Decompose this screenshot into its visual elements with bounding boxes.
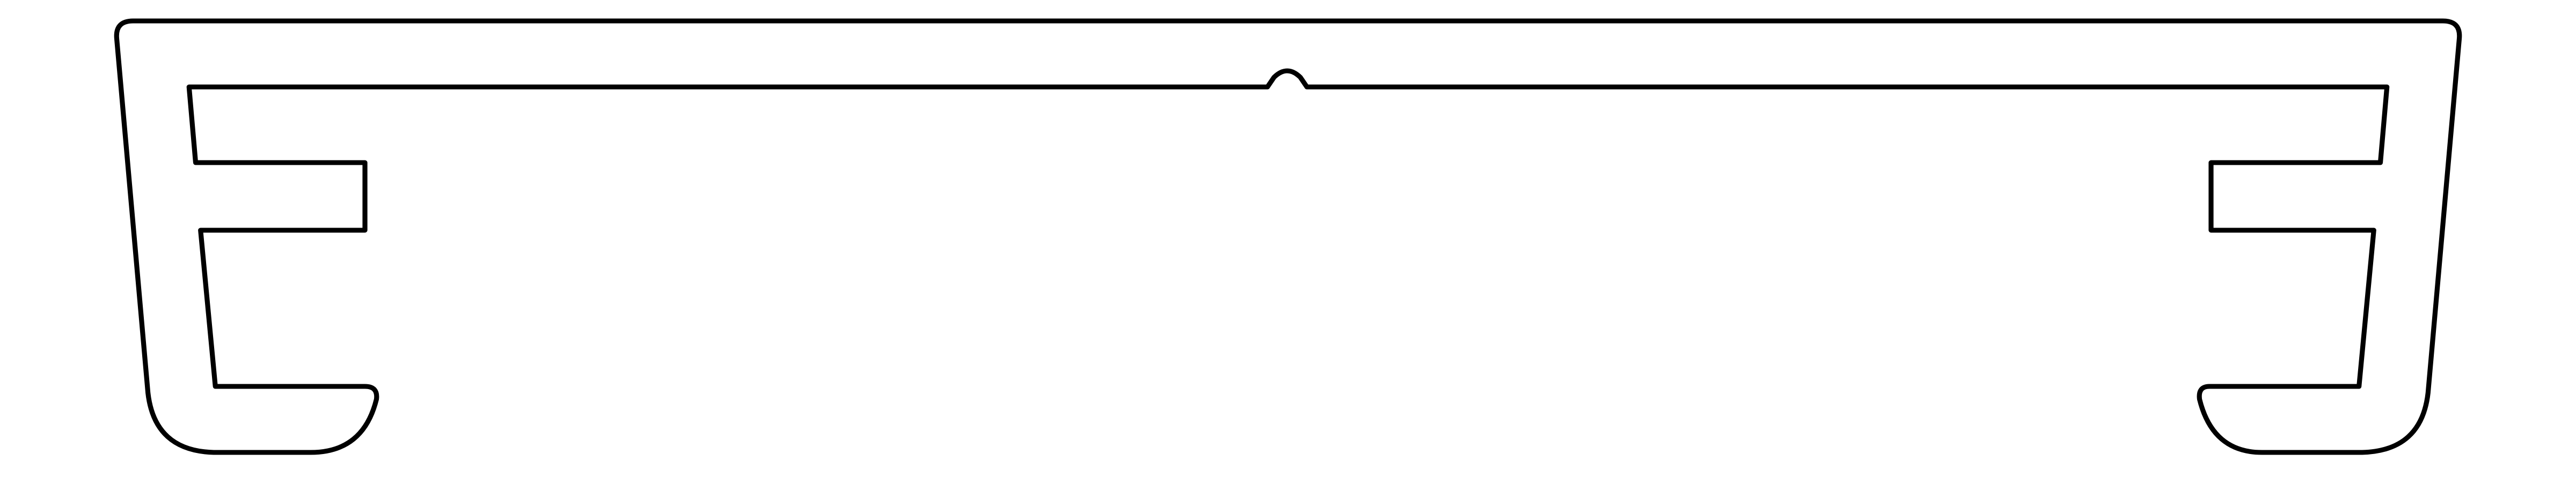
profile-outline — [114, 18, 2462, 455]
